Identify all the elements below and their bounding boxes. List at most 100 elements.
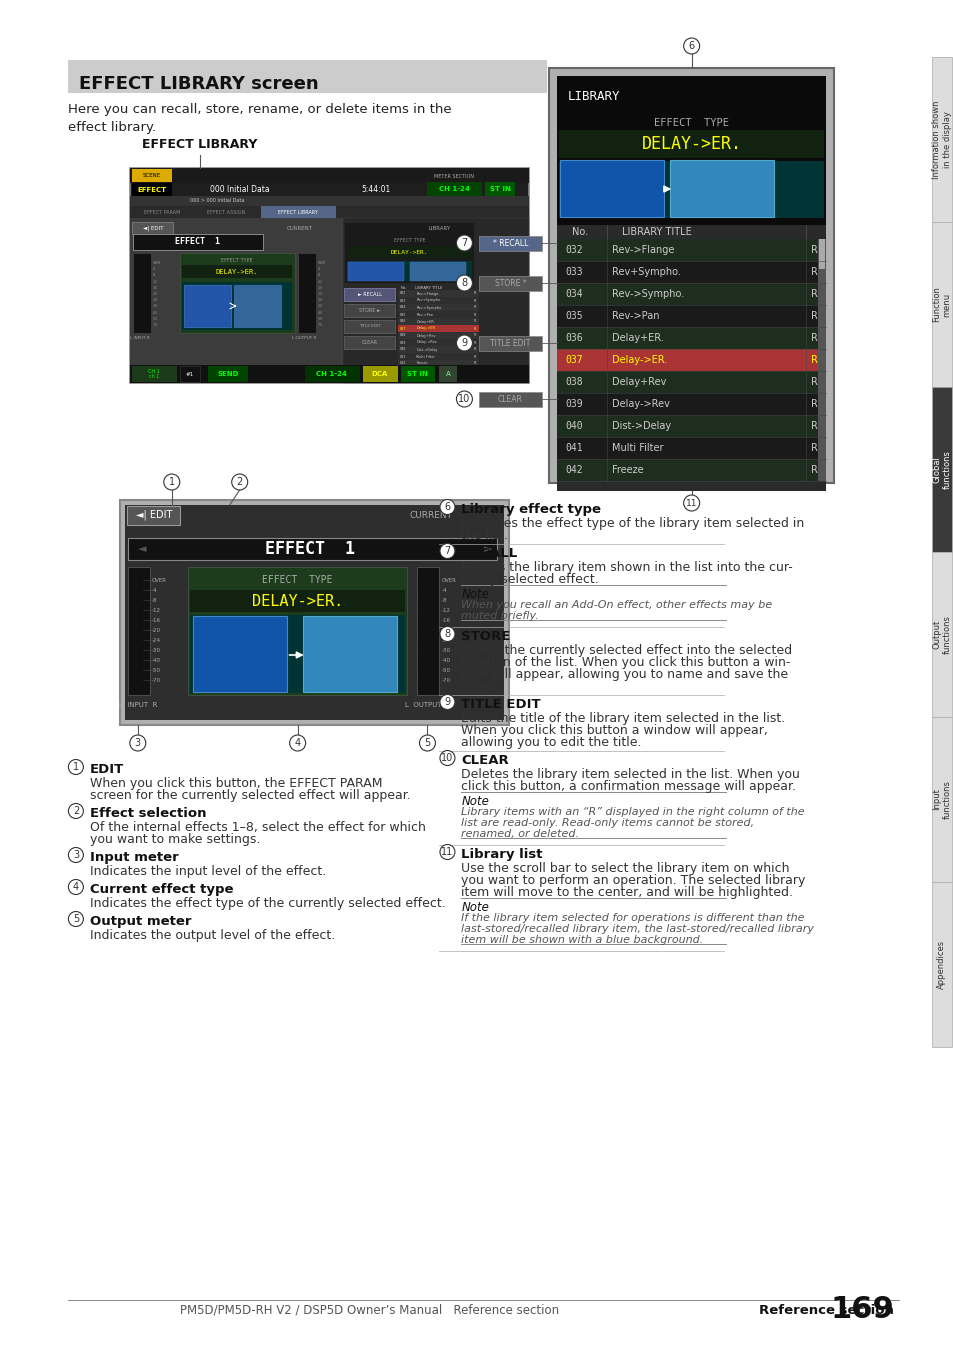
Text: EFFECT TYPE: EFFECT TYPE bbox=[221, 258, 253, 262]
Text: Freeze: Freeze bbox=[612, 465, 643, 476]
Circle shape bbox=[456, 335, 472, 351]
FancyBboxPatch shape bbox=[132, 253, 151, 332]
Text: -8: -8 bbox=[317, 273, 320, 277]
Text: -30: -30 bbox=[152, 304, 157, 308]
Text: #1: #1 bbox=[186, 372, 193, 377]
Text: 5:44:01: 5:44:01 bbox=[361, 185, 391, 193]
Text: EFFECT TYPE: EFFECT TYPE bbox=[394, 238, 425, 242]
Text: 041: 041 bbox=[399, 354, 405, 358]
Text: EFFECT LIBRARY screen: EFFECT LIBRARY screen bbox=[79, 76, 318, 93]
Text: OVER: OVER bbox=[152, 577, 167, 582]
Text: Dist->Delay: Dist->Delay bbox=[612, 422, 671, 431]
Text: When you click this button a window will appear,: When you click this button a window will… bbox=[461, 724, 767, 738]
Text: Rev->Sympho.: Rev->Sympho. bbox=[416, 305, 442, 309]
Text: 032: 032 bbox=[399, 292, 405, 296]
Text: EDIT: EDIT bbox=[90, 763, 124, 775]
FancyBboxPatch shape bbox=[397, 304, 479, 311]
FancyBboxPatch shape bbox=[557, 261, 825, 282]
FancyBboxPatch shape bbox=[397, 339, 479, 346]
FancyBboxPatch shape bbox=[130, 365, 529, 382]
FancyBboxPatch shape bbox=[179, 253, 294, 332]
Text: OVER: OVER bbox=[152, 261, 161, 265]
Text: 040: 040 bbox=[399, 347, 405, 351]
FancyBboxPatch shape bbox=[397, 359, 479, 367]
Text: Note: Note bbox=[461, 901, 489, 915]
Text: -30: -30 bbox=[441, 647, 450, 653]
FancyBboxPatch shape bbox=[132, 182, 172, 196]
FancyBboxPatch shape bbox=[931, 553, 951, 717]
Circle shape bbox=[439, 500, 455, 515]
FancyBboxPatch shape bbox=[558, 130, 823, 158]
Circle shape bbox=[69, 804, 83, 819]
FancyBboxPatch shape bbox=[478, 276, 541, 290]
Circle shape bbox=[164, 474, 179, 490]
Text: R: R bbox=[810, 332, 817, 343]
FancyBboxPatch shape bbox=[297, 253, 315, 332]
Text: EFFECT: EFFECT bbox=[137, 186, 166, 192]
Text: -16: -16 bbox=[152, 286, 157, 290]
Text: -8: -8 bbox=[152, 273, 155, 277]
FancyBboxPatch shape bbox=[397, 353, 479, 359]
Text: SCENE: SCENE bbox=[143, 173, 161, 178]
FancyBboxPatch shape bbox=[478, 235, 541, 250]
Text: No.: No. bbox=[572, 227, 588, 236]
FancyBboxPatch shape bbox=[557, 393, 825, 415]
FancyBboxPatch shape bbox=[344, 319, 395, 332]
Text: 039: 039 bbox=[565, 399, 582, 409]
Text: CLEAR: CLEAR bbox=[497, 394, 522, 404]
Text: -12: -12 bbox=[152, 280, 157, 284]
Text: 041: 041 bbox=[565, 443, 582, 453]
FancyBboxPatch shape bbox=[127, 505, 180, 524]
Text: -40: -40 bbox=[317, 311, 322, 315]
Text: STORE *: STORE * bbox=[494, 278, 526, 288]
FancyBboxPatch shape bbox=[130, 205, 529, 218]
Text: allowing you to edit the title.: allowing you to edit the title. bbox=[461, 736, 641, 748]
Text: Multi Filter: Multi Filter bbox=[612, 443, 663, 453]
Text: LIBRARY TITLE: LIBRARY TITLE bbox=[416, 286, 442, 290]
Text: R: R bbox=[473, 347, 476, 351]
Text: R: R bbox=[473, 319, 476, 323]
Text: R: R bbox=[473, 312, 476, 316]
FancyBboxPatch shape bbox=[128, 567, 150, 694]
FancyBboxPatch shape bbox=[120, 500, 509, 725]
Text: 036: 036 bbox=[399, 319, 405, 323]
FancyBboxPatch shape bbox=[346, 261, 472, 281]
Text: Of the internal effects 1–8, select the effect for which: Of the internal effects 1–8, select the … bbox=[90, 821, 425, 834]
FancyBboxPatch shape bbox=[182, 265, 292, 278]
Text: Freeze: Freeze bbox=[416, 362, 427, 366]
FancyBboxPatch shape bbox=[557, 349, 825, 372]
Text: PM5D/PM5D-RH V2 / DSP5D Owner’s Manual   Reference section: PM5D/PM5D-RH V2 / DSP5D Owner’s Manual R… bbox=[180, 1304, 558, 1316]
Text: -70: -70 bbox=[441, 677, 450, 682]
Text: 038: 038 bbox=[565, 377, 582, 386]
Text: location of the list. When you click this button a win-: location of the list. When you click thi… bbox=[461, 657, 790, 669]
Text: you want to make settings.: you want to make settings. bbox=[90, 834, 260, 846]
Text: R: R bbox=[473, 305, 476, 309]
FancyBboxPatch shape bbox=[557, 76, 825, 476]
Text: -16: -16 bbox=[152, 617, 161, 623]
Text: Delay->Rev: Delay->Rev bbox=[612, 399, 669, 409]
Text: 033: 033 bbox=[565, 267, 582, 277]
Text: list are read-only. Read-only items cannot be stored,: list are read-only. Read-only items cann… bbox=[461, 817, 754, 828]
Circle shape bbox=[456, 235, 472, 251]
Text: Indicates the input level of the effect.: Indicates the input level of the effect. bbox=[90, 865, 326, 878]
Circle shape bbox=[69, 847, 83, 862]
Text: R: R bbox=[473, 362, 476, 366]
Text: -70: -70 bbox=[152, 677, 161, 682]
Text: -20: -20 bbox=[152, 292, 157, 296]
Text: 3: 3 bbox=[134, 738, 141, 748]
Text: ST IN: ST IN bbox=[407, 372, 428, 377]
Text: -8: -8 bbox=[152, 597, 157, 603]
FancyBboxPatch shape bbox=[260, 205, 335, 218]
Text: Indicates the output level of the effect.: Indicates the output level of the effect… bbox=[90, 929, 335, 942]
Text: -20: -20 bbox=[152, 627, 161, 632]
Text: -50: -50 bbox=[441, 667, 450, 673]
Text: 042: 042 bbox=[399, 362, 405, 366]
Text: Stores the currently selected effect into the selected: Stores the currently selected effect int… bbox=[461, 644, 792, 657]
FancyBboxPatch shape bbox=[557, 459, 825, 481]
Circle shape bbox=[456, 390, 472, 407]
Text: OVER: OVER bbox=[441, 577, 456, 582]
FancyBboxPatch shape bbox=[130, 168, 529, 182]
FancyBboxPatch shape bbox=[417, 567, 439, 694]
Text: -24: -24 bbox=[152, 638, 161, 643]
Text: -70: -70 bbox=[317, 323, 322, 327]
